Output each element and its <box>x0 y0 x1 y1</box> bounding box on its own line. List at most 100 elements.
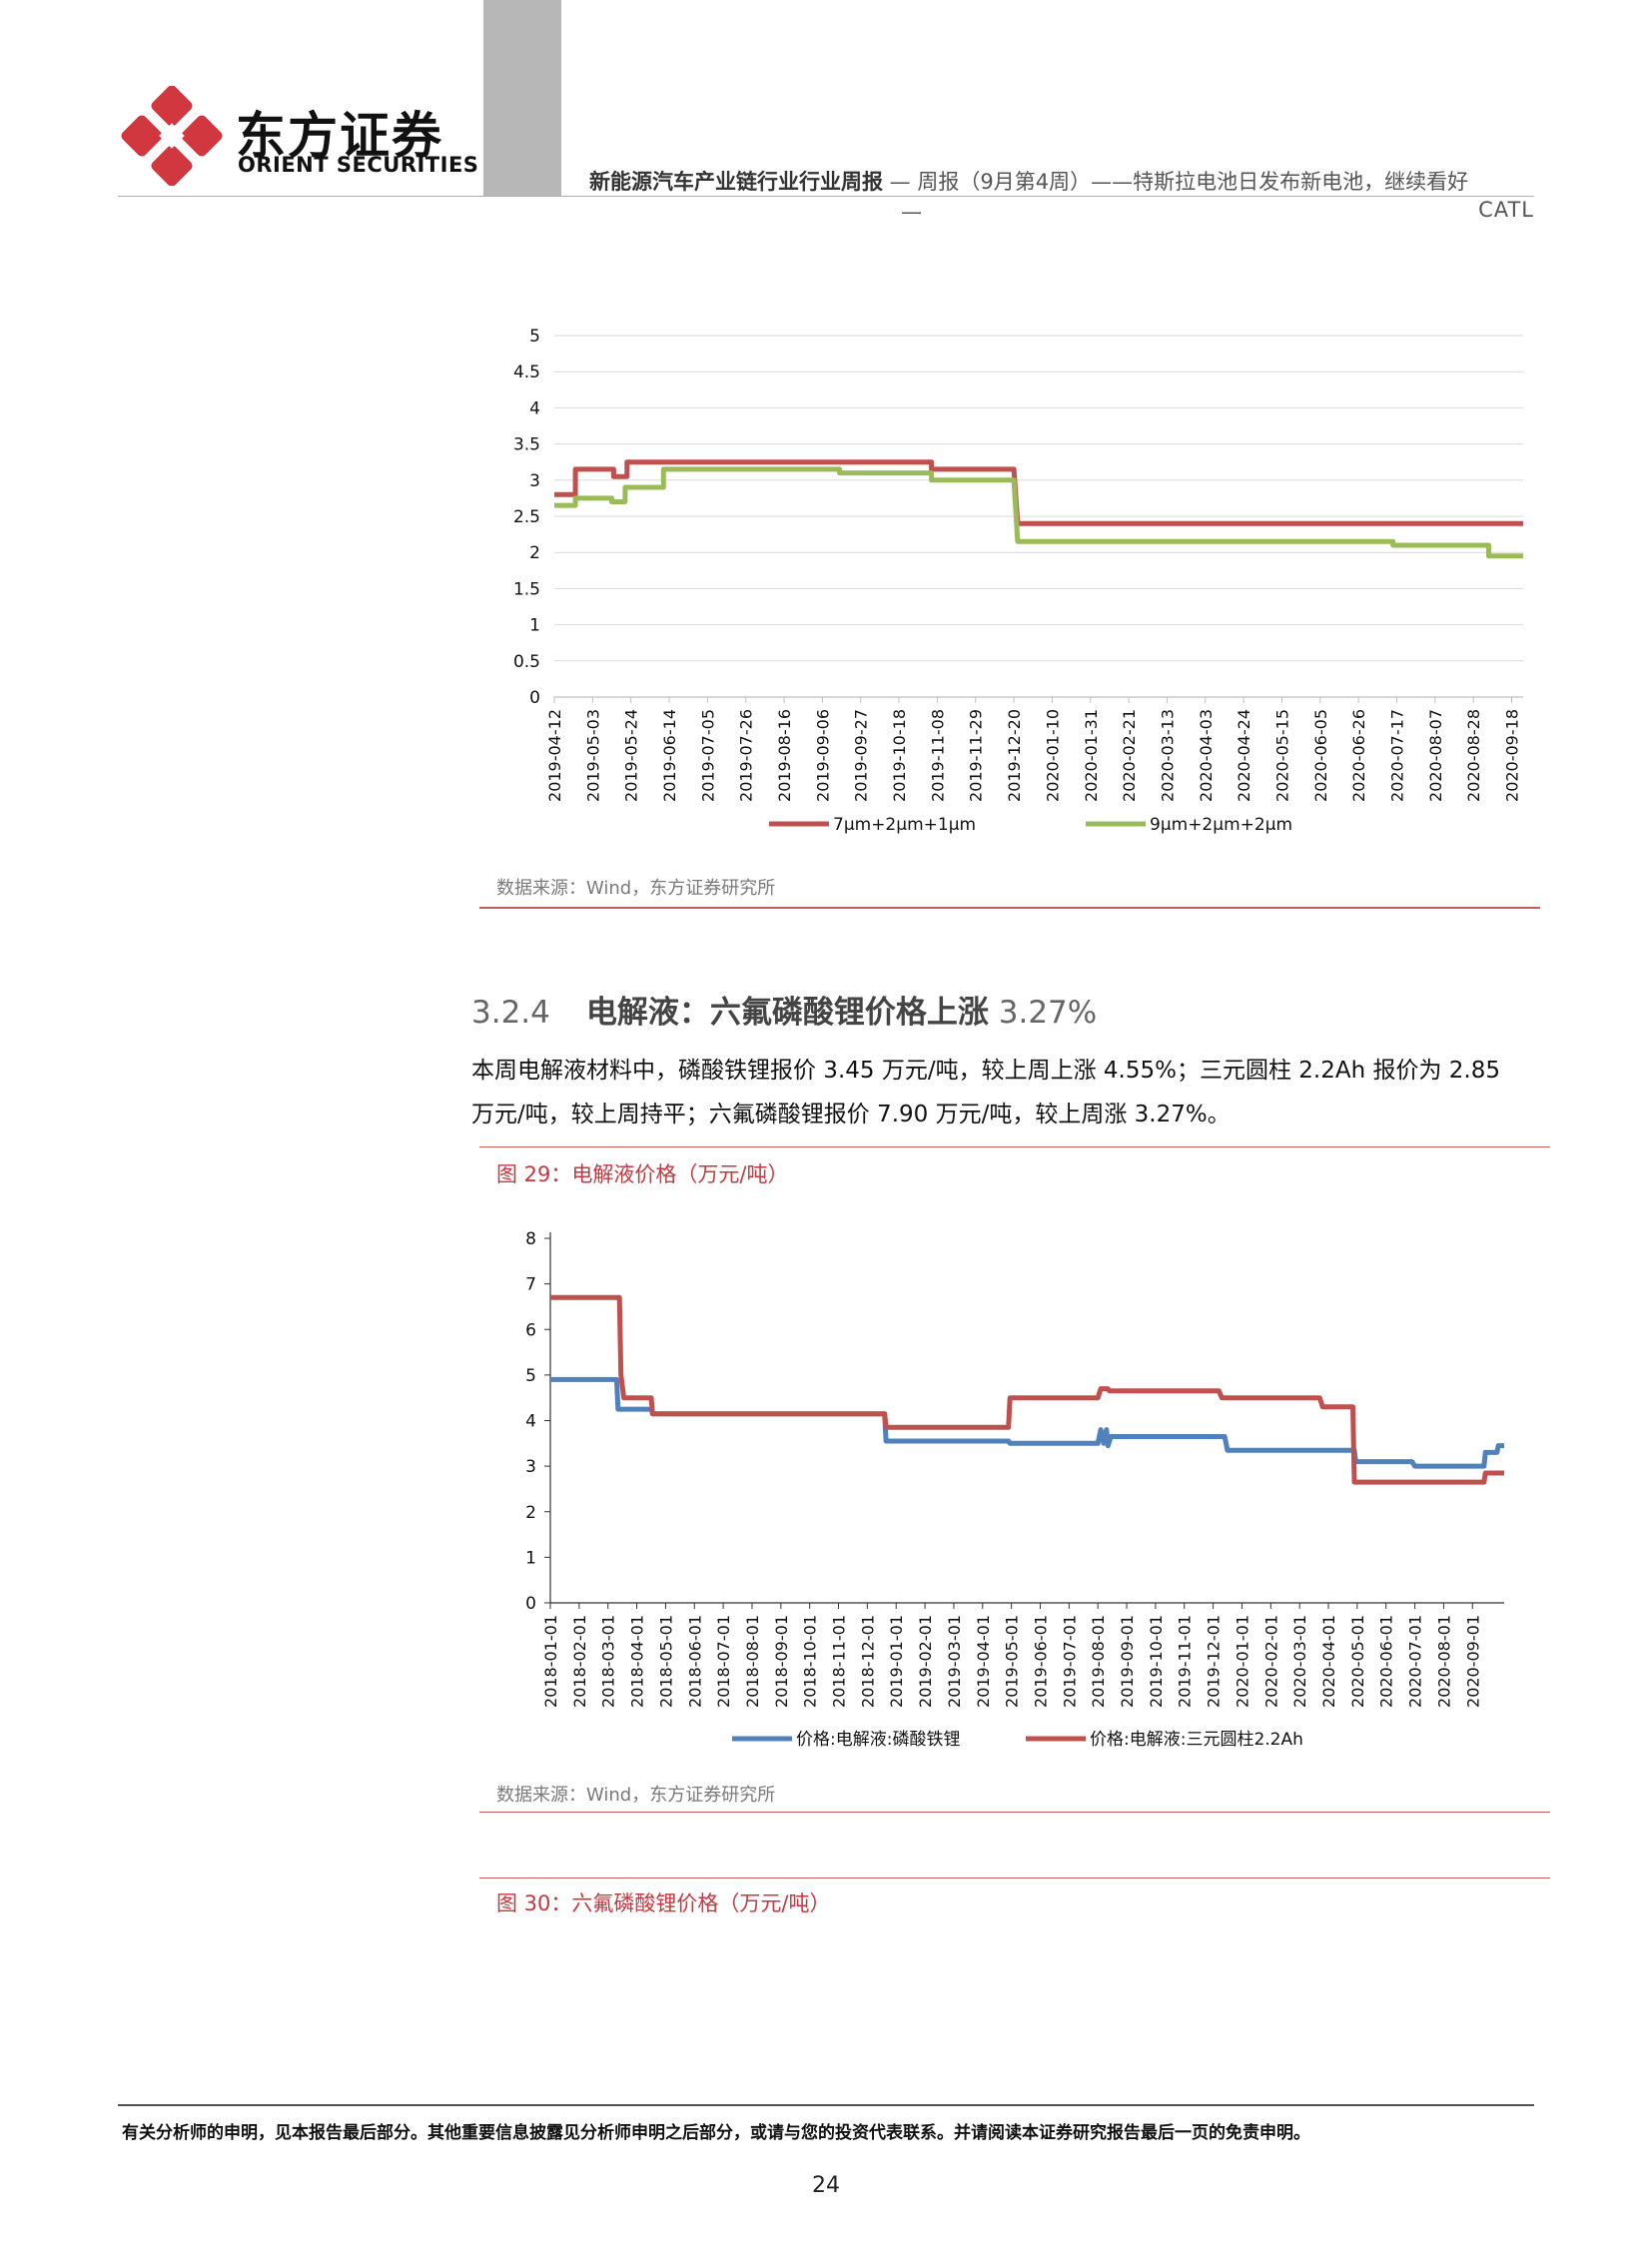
y-tick-label: 1 <box>529 616 540 636</box>
y-tick-label: 3 <box>525 1457 536 1477</box>
y-tick-label: 4.5 <box>513 363 540 382</box>
source-note-2: 数据来源：Wind，东方证券研究所 <box>496 1785 776 1806</box>
x-tick-label: 2019-07-26 <box>737 709 756 802</box>
report-title-bold: 新能源汽车产业链行业行业周报 <box>589 170 883 194</box>
paragraph-line-2: 万元/吨，较上周持平；六氟磷酸锂报价 7.90 万元/吨，较上周涨 3.27%。 <box>471 1102 1231 1127</box>
x-tick-label: 2019-07-01 <box>1060 1615 1079 1708</box>
orient-securities-logo <box>121 86 223 186</box>
logo-chinese-name: 东方证券 <box>236 107 443 165</box>
header-divider <box>118 196 1534 197</box>
x-tick-label: 2020-05-15 <box>1272 709 1291 802</box>
x-tick-label: 2019-05-01 <box>1003 1615 1022 1708</box>
logo-english-name: ORIENT SECURITIES <box>238 153 479 177</box>
x-tick-label: 2020-02-01 <box>1261 1615 1280 1708</box>
x-tick-label: 2019-12-20 <box>1005 709 1024 802</box>
x-tick-label: 2018-09-01 <box>772 1615 791 1708</box>
x-tick-label: 2018-08-01 <box>743 1615 762 1708</box>
x-tick-label: 2020-08-28 <box>1464 709 1483 802</box>
x-tick-label: 2019-11-08 <box>928 709 947 802</box>
x-tick-label: 2020-06-01 <box>1377 1615 1396 1708</box>
y-tick-label: 4 <box>525 1412 536 1432</box>
legend-label: 价格:电解液:磷酸铁锂 <box>796 1730 960 1750</box>
y-tick-label: 8 <box>525 1229 536 1249</box>
legend-label: 9μm+2μm+2μm <box>1150 815 1292 835</box>
x-tick-label: 2020-07-01 <box>1406 1615 1425 1708</box>
legend-label: 价格:电解液:三元圆柱2.2Ah <box>1090 1730 1303 1750</box>
x-tick-label: 2020-04-03 <box>1197 709 1216 802</box>
x-tick-label: 2018-01-01 <box>541 1615 560 1708</box>
section-number: 3.2.4 <box>471 995 550 1031</box>
y-tick-label: 0.5 <box>513 652 540 672</box>
source-note-1: 数据来源：Wind，东方证券研究所 <box>496 878 776 899</box>
paragraph-line-1: 本周电解液材料中，磷酸铁锂报价 3.45 万元/吨，较上周上涨 4.55%；三元… <box>471 1058 1500 1084</box>
x-tick-label: 2019-09-01 <box>1118 1615 1137 1708</box>
series-line <box>554 466 1523 559</box>
x-tick-label: 2018-10-01 <box>801 1615 820 1708</box>
figure-30-title: 图 30：六氟磷酸锂价格（万元/吨） <box>496 1891 831 1915</box>
x-tick-label: 2020-04-24 <box>1235 709 1253 802</box>
x-tick-label: 2020-06-05 <box>1311 709 1330 802</box>
x-tick-label: 2019-06-14 <box>660 709 679 802</box>
y-tick-label: 3 <box>529 471 540 491</box>
x-tick-label: 2020-07-17 <box>1387 709 1406 802</box>
source-divider-1 <box>479 907 1540 909</box>
x-tick-label: 2020-09-01 <box>1463 1615 1482 1708</box>
report-title-rest: — 周报（9月第4周）——特斯拉电池日发布新电池，继续看好 <box>883 170 1469 194</box>
y-tick-label: 7 <box>525 1275 536 1295</box>
x-tick-label: 2018-05-01 <box>656 1615 675 1708</box>
x-tick-label: 2019-11-01 <box>1176 1615 1195 1708</box>
section-title-suffix: 3.27% <box>988 995 1098 1031</box>
legend-label: 7μm+2μm+1μm <box>833 815 976 835</box>
x-tick-label: 2019-03-01 <box>945 1615 964 1708</box>
x-tick-label: 2019-08-01 <box>1089 1615 1108 1708</box>
x-tick-label: 2019-02-01 <box>916 1615 935 1708</box>
footer-divider <box>118 2104 1534 2106</box>
x-tick-label: 2019-01-01 <box>887 1615 906 1708</box>
page-number: 24 <box>812 2173 840 2198</box>
y-tick-label: 0 <box>529 688 540 708</box>
header-gray-bar <box>483 0 561 196</box>
body-paragraph: 本周电解液材料中，磷酸铁锂报价 3.45 万元/吨，较上周上涨 4.55%；三元… <box>471 1049 1550 1136</box>
x-tick-label: 2018-04-01 <box>628 1615 647 1708</box>
x-tick-label: 2019-05-24 <box>622 709 641 802</box>
y-tick-label: 2.5 <box>513 507 540 527</box>
x-tick-label: 2018-02-01 <box>570 1615 589 1708</box>
y-tick-label: 6 <box>525 1320 536 1340</box>
separator-price-chart: 0 0.5 1 1.5 2 2.5 3 3.5 4 4.5 5 2019-04-12 2019-05-0… <box>513 327 1523 835</box>
x-tick-label: 2020-03-13 <box>1158 709 1177 802</box>
x-tick-label: 2018-03-01 <box>599 1615 618 1708</box>
x-tick-label: 2019-06-01 <box>1031 1615 1050 1708</box>
series-line <box>550 1376 1504 1469</box>
report-title-line2: CATL <box>1478 198 1534 222</box>
y-tick-label: 5 <box>525 1366 536 1386</box>
x-tick-label: 2018-07-01 <box>714 1615 733 1708</box>
footer-disclaimer: 有关分析师的申明，见本报告最后部分。其他重要信息披露见分析师申明之后部分，或请与… <box>122 2123 1310 2143</box>
x-tick-label: 2020-04-01 <box>1319 1615 1338 1708</box>
x-tick-label: 2020-02-21 <box>1120 709 1139 802</box>
x-tick-label: 2020-01-01 <box>1233 1615 1251 1708</box>
report-title: 新能源汽车产业链行业行业周报 — 周报（9月第4周）——特斯拉电池日发布新电池，… <box>589 166 1468 196</box>
x-tick-label: 2018-11-01 <box>830 1615 849 1708</box>
y-tick-label: 1 <box>525 1548 536 1568</box>
y-tick-label: 0 <box>525 1594 536 1614</box>
x-tick-label: 2020-08-07 <box>1426 709 1445 802</box>
x-tick-label: 2020-03-01 <box>1290 1615 1309 1708</box>
x-tick-label: 2019-04-12 <box>545 709 564 802</box>
x-tick-label: 2018-12-01 <box>858 1615 877 1708</box>
electrolyte-price-chart: 0 1 2 3 4 5 6 7 8 2018-01-01 2018-02-01 2018-03-01 2… <box>525 1229 1504 1750</box>
y-tick-label: 3.5 <box>513 435 540 455</box>
x-tick-label: 2020-06-26 <box>1349 709 1368 802</box>
report-title-dash: — <box>901 200 922 224</box>
y-tick-label: 5 <box>529 327 540 347</box>
x-tick-label: 2019-12-01 <box>1205 1615 1224 1708</box>
x-tick-label: 2019-10-18 <box>890 709 909 802</box>
x-tick-label: 2020-05-01 <box>1348 1615 1367 1708</box>
x-tick-label: 2020-01-31 <box>1082 709 1101 802</box>
x-tick-label: 2019-10-01 <box>1147 1615 1166 1708</box>
x-tick-label: 2019-04-01 <box>974 1615 993 1708</box>
x-tick-label: 2020-09-18 <box>1502 709 1521 802</box>
source-divider-2 <box>479 1812 1550 1813</box>
figure-29-top-rule <box>479 1146 1550 1147</box>
section-heading: 3.2.4 电解液：六氟磷酸锂价格上涨 3.27% <box>471 987 1097 1032</box>
series-line <box>550 1294 1504 1485</box>
